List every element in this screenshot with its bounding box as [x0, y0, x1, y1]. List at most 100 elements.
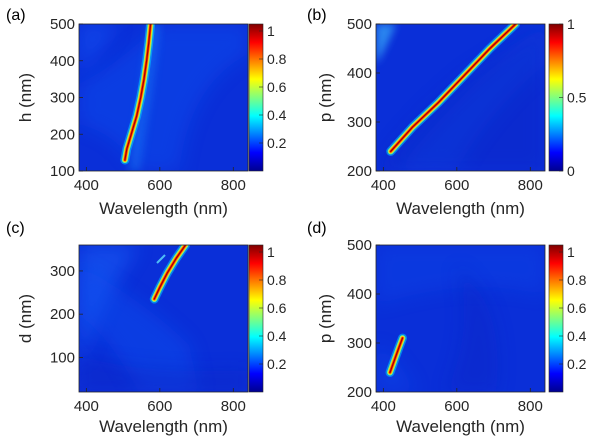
- x-tick-label: 400: [371, 177, 396, 194]
- colorbar: [248, 23, 264, 172]
- x-tick-label: 800: [518, 177, 543, 194]
- heatmap-plot: [79, 245, 248, 392]
- colorbar-ticks: 0.2 0.4 0.6 0.8 1: [559, 244, 587, 372]
- y-ticks: 100 200 300 400 500: [50, 16, 83, 180]
- x-tick-label: 400: [74, 398, 99, 415]
- colorbar-tick-label: 0.2: [267, 135, 287, 151]
- x-axis-label: Wavelength (nm): [99, 199, 228, 218]
- heatmap-plot: [376, 245, 545, 392]
- panel-a: (a) 400 600 800 100 200 300 400 500 Wavelength…: [6, 7, 287, 218]
- colorbar-tick-label: 0.2: [267, 356, 287, 372]
- heatmap-plot: [376, 24, 545, 171]
- background-texture: [79, 24, 248, 171]
- colorbar-tick-label: 0.2: [567, 356, 587, 372]
- colorbar-tick-label: 0.6: [567, 300, 587, 316]
- y-tick-label: 200: [50, 126, 75, 143]
- x-ticks: 400 600 800: [74, 388, 246, 415]
- colorbar-tick-label: 0.8: [267, 272, 287, 288]
- colorbar-tick-label: 1: [267, 244, 275, 260]
- x-tick-label: 800: [518, 398, 543, 415]
- heatmap-plot: [79, 24, 248, 171]
- colorbar: [548, 244, 564, 393]
- y-ticks: 200 300 400 500: [347, 237, 380, 401]
- colorbar-tick-label: 0.4: [267, 328, 287, 344]
- y-tick-label: 400: [347, 65, 372, 82]
- x-tick-label: 400: [371, 398, 396, 415]
- y-tick-label: 500: [347, 237, 372, 254]
- y-axis-label: p (nm): [316, 73, 335, 122]
- panel-label: (d): [307, 220, 327, 237]
- panel-b: (b) 400 600 800 200 300 400 500 Wavelength (n…: [307, 7, 587, 218]
- colorbar-ticks: 00.51: [559, 16, 587, 179]
- y-tick-label: 200: [50, 306, 75, 323]
- y-tick-label: 100: [50, 349, 75, 366]
- resonance-ridge: [149, 245, 190, 304]
- colorbar-tick-label: 0.6: [267, 300, 287, 316]
- y-tick-label: 300: [347, 114, 372, 131]
- background-texture: [376, 24, 396, 64]
- y-tick-label: 300: [347, 335, 372, 352]
- x-tick-label: 600: [444, 177, 469, 194]
- x-axis-label: Wavelength (nm): [396, 199, 525, 218]
- ridge-stroke: [389, 337, 404, 373]
- colorbar-tick-label: 0: [567, 163, 575, 179]
- colorbar-tick-label: 1: [267, 23, 275, 39]
- resonance-ridge: [120, 24, 156, 165]
- x-tick-label: 600: [147, 177, 172, 194]
- x-tick-label: 600: [147, 398, 172, 415]
- ridge-stroke: [390, 24, 517, 152]
- colorbar-tick-label: 1: [567, 16, 575, 32]
- plot-frame: [78, 244, 249, 393]
- x-tick-label: 600: [444, 398, 469, 415]
- colorbar-ticks: 0.2 0.4 0.6 0.8 1: [259, 23, 287, 151]
- colorbar-ticks: 0.2 0.4 0.6 0.8 1: [259, 244, 287, 372]
- resonance-ridge: [385, 333, 407, 377]
- y-tick-label: 300: [50, 263, 75, 280]
- x-tick-label: 800: [221, 177, 246, 194]
- background-texture: [156, 254, 166, 264]
- background-texture: [79, 355, 248, 392]
- panel-label: (b): [307, 7, 327, 24]
- ridge-stroke: [153, 245, 187, 300]
- y-tick-label: 500: [50, 16, 75, 33]
- colorbar-tick-label: 0.8: [267, 51, 287, 67]
- x-ticks: 400 600 800: [371, 167, 543, 194]
- colorbar-tick-label: 0.8: [567, 272, 587, 288]
- background-texture: [79, 265, 199, 392]
- x-ticks: 400 600 800: [371, 388, 543, 415]
- y-axis-label: p (nm): [316, 294, 335, 343]
- plot-frame: [375, 244, 546, 393]
- y-tick-label: 500: [347, 16, 372, 33]
- panel-label: (a): [6, 7, 26, 24]
- background-texture: [446, 265, 498, 392]
- colorbar-tick-label: 0.4: [267, 107, 287, 123]
- x-tick-label: 400: [74, 177, 99, 194]
- y-tick-label: 200: [347, 163, 372, 180]
- x-axis-label: Wavelength (nm): [396, 417, 525, 436]
- colorbar-tick-label: 0.6: [267, 79, 287, 95]
- y-tick-label: 400: [347, 286, 372, 303]
- plot-frame: [375, 23, 546, 172]
- y-ticks: 200 300 400 500: [347, 16, 380, 180]
- background-texture: [79, 24, 119, 74]
- colorbar-tick-label: 1: [567, 244, 575, 260]
- panel-label: (c): [6, 220, 25, 237]
- y-tick-label: 400: [50, 53, 75, 70]
- y-axis-label: d (nm): [16, 294, 35, 343]
- y-tick-label: 200: [347, 384, 372, 401]
- ridge-stroke: [124, 24, 152, 161]
- colorbar: [248, 244, 264, 393]
- x-tick-label: 800: [221, 398, 246, 415]
- colorbar-tick-label: 0.5: [567, 90, 587, 106]
- resonance-ridge: [386, 24, 521, 156]
- y-tick-label: 100: [50, 163, 75, 180]
- panel-d: (d) 400 600 800 200 300 400 500 Wavelength (n…: [307, 220, 587, 436]
- y-ticks: 100 200 300: [50, 263, 83, 366]
- background-texture: [376, 24, 545, 171]
- x-axis-label: Wavelength (nm): [99, 417, 228, 436]
- x-ticks: 400 600 800: [74, 167, 246, 194]
- y-tick-label: 300: [50, 90, 75, 107]
- colorbar-tick-label: 0.4: [567, 328, 587, 344]
